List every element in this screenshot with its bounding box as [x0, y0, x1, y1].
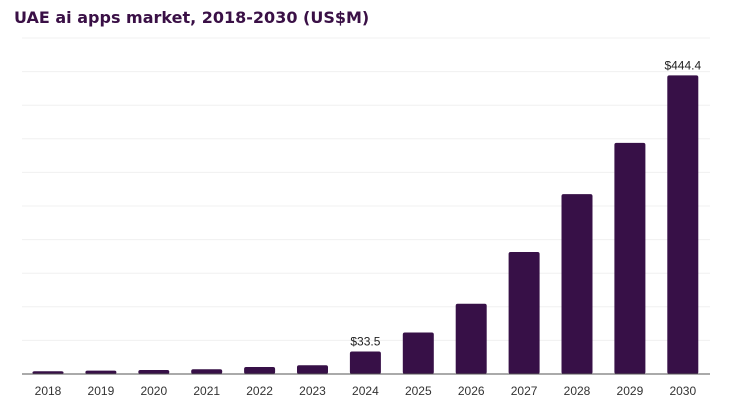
bar-2022 — [244, 367, 276, 374]
x-tick-label: 2025 — [405, 384, 432, 398]
bar-2018 — [32, 371, 64, 374]
bar-2020 — [138, 369, 170, 374]
x-tick-label: 2030 — [669, 384, 696, 398]
data-label: $444.4 — [664, 58, 701, 72]
bar-2026 — [455, 303, 487, 374]
data-label: $33.5 — [350, 334, 380, 348]
bar-2021 — [191, 369, 223, 374]
x-tick-label: 2023 — [299, 384, 326, 398]
x-tick-label: 2022 — [246, 384, 273, 398]
bar-2028 — [561, 194, 593, 374]
bar-2019 — [85, 370, 117, 374]
bar-2024 — [349, 351, 381, 374]
x-tick-label: 2029 — [617, 384, 644, 398]
x-tick-label: 2026 — [458, 384, 485, 398]
x-tick-label: 2028 — [564, 384, 591, 398]
bar-2023 — [297, 365, 328, 374]
x-tick-label: 2018 — [35, 384, 62, 398]
bar-2029 — [614, 142, 646, 374]
x-tick-label: 2019 — [88, 384, 115, 398]
x-tick-label: 2020 — [140, 384, 167, 398]
x-tick-label: 2021 — [193, 384, 220, 398]
bar-2027 — [508, 251, 540, 374]
chart-title: UAE ai apps market, 2018-2030 (US$M) — [14, 8, 370, 27]
x-tick-label: 2024 — [352, 384, 379, 398]
bar-2025 — [402, 332, 434, 374]
bar-2030 — [667, 75, 699, 375]
x-tick-label: 2027 — [511, 384, 538, 398]
